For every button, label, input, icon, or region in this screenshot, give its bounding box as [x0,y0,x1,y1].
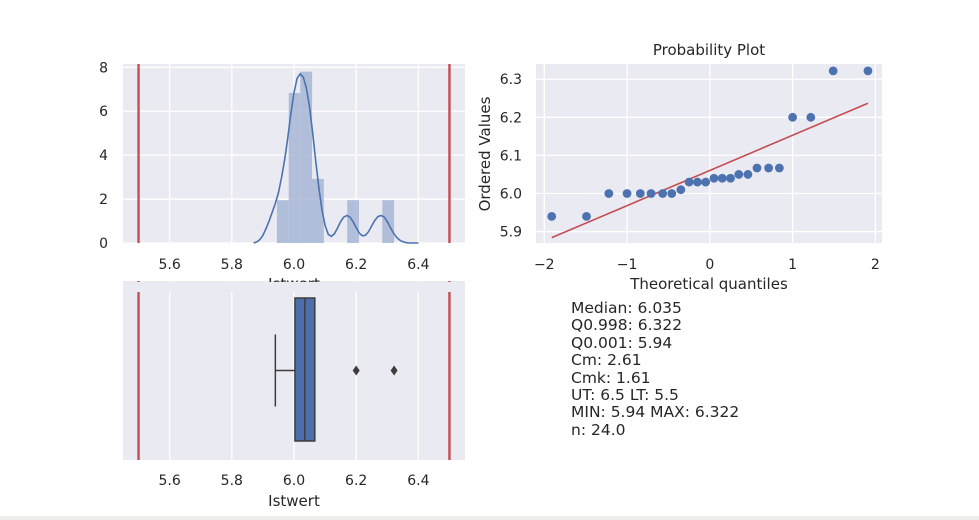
probability-point [635,189,645,198]
stat-median: Median: 6.035 [571,299,682,317]
stat-tolerances: UT: 6.5 LT: 5.5 [571,386,679,405]
kde-curve [253,72,419,244]
histogram-bar [382,200,395,243]
probability-y-tick-labels: 5.9 6.0 6.1 6.2 6.3 [500,72,522,240]
probability-fit-line [551,102,869,239]
boxplot-x-tick-label: 6.2 [345,473,367,489]
histogram-y-tick-label: 2 [99,192,108,208]
histogram-bar [300,71,313,243]
histogram-x-tick-label: 6.2 [345,257,367,273]
probability-point [646,189,656,198]
boxplot-x-tick-labels: 5.6 5.8 6.0 6.2 6.4 [159,473,430,489]
probability-plot-gridlines [536,64,882,243]
boxplot-outlier [352,365,360,376]
probability-point [774,163,784,173]
probability-point [701,177,711,187]
probability-plot-axes: −2 −1 0 1 2 5.9 6.0 6.1 6.2 6.3 Probability Plot… [476,41,882,293]
boxplot-tolerance-lines [137,281,451,460]
boxplot-x-tick-label: 5.6 [159,473,181,489]
probability-x-tick-labels: −2 −1 0 1 2 [534,257,880,273]
probability-plot-title: Probability Plot [653,41,765,59]
boxplot-outlier [390,365,398,376]
histogram-bar [312,178,324,243]
histogram-bar [288,92,301,243]
histogram-bar [276,200,289,243]
probability-point [717,173,727,183]
boxplot-x-axis-label: Istwert [268,492,320,510]
stat-min-max: MIN: 5.94 MAX: 6.322 [571,403,740,422]
probability-point [726,173,735,183]
probability-y-axis-label: Ordered Values [476,96,494,211]
histogram-y-tick-label: 6 [99,104,108,120]
probability-y-tick-label: 6.3 [500,72,522,88]
probability-point [788,112,798,122]
probability-plot-area [536,64,882,243]
probability-point [667,189,677,198]
histogram-x-tick-label: 5.6 [159,257,181,273]
probability-x-tick-label: −1 [617,257,638,273]
statistics-summary: Median: 6.035 Q0.998: 6.322 Q0.001: 5.94… [571,299,740,439]
histogram-y-tick-labels: 0 2 4 6 8 [99,60,108,252]
probability-y-tick-label: 6.1 [500,148,522,164]
window-bottom-edge [0,516,979,520]
histogram-x-tick-label: 6.0 [283,257,305,273]
histogram-x-tick-label: 5.8 [221,257,243,273]
probability-x-tick-label: 0 [705,257,714,273]
probability-point [764,163,773,173]
histogram-tolerance-lines [137,64,451,243]
probability-point [709,173,719,183]
stat-q0998: Q0.998: 6.322 [571,316,683,335]
histogram-axes: 5.6 5.8 6.0 6.2 6.4 0 2 4 6 8 [99,60,465,273]
boxplot-x-tick-label: 5.8 [221,473,243,489]
stat-n: n: 24.0 [571,420,626,439]
probability-point [734,170,744,179]
boxplot-x-tick-label: 6.4 [407,473,429,489]
probability-x-axis-label: Theoretical quantiles [629,275,788,293]
histogram-x-tick-label: 6.4 [407,257,429,273]
boxplot-elements [274,297,398,442]
histogram-y-tick-label: 4 [99,148,108,164]
probability-x-tick-label: 2 [871,257,880,273]
stat-cmk: Cmk: 1.61 [571,368,651,387]
stat-q0001: Q0.001: 5.94 [571,333,673,352]
probability-point [676,185,686,195]
probability-y-tick-label: 6.2 [500,110,522,126]
probability-point [828,66,838,76]
probability-point [622,189,632,198]
stat-cm: Cm: 2.61 [571,351,642,370]
probability-x-tick-label: −2 [534,257,555,273]
probability-points [547,66,873,221]
probability-y-tick-label: 6.0 [500,186,522,202]
probability-point [604,189,614,198]
probability-y-tick-label: 5.9 [500,225,522,241]
probability-point [806,112,816,122]
probability-point [547,211,557,221]
probability-point [582,211,591,221]
boxplot-x-tick-label: 6.0 [283,473,305,489]
probability-point [863,66,873,76]
histogram-y-tick-label: 0 [99,236,108,252]
histogram-y-tick-label: 8 [99,60,108,76]
boxplot-axes: 5.6 5.8 6.0 6.2 6.4 Istwert [123,281,465,510]
probability-point [743,170,753,179]
histogram-x-tick-labels: 5.6 5.8 6.0 6.2 6.4 [159,257,430,273]
probability-point [752,163,762,173]
probability-point [658,189,668,198]
probability-point [693,177,702,187]
probability-x-tick-label: 1 [788,257,797,273]
probability-point [684,177,694,187]
boxplot-axes-overlap [123,282,465,292]
